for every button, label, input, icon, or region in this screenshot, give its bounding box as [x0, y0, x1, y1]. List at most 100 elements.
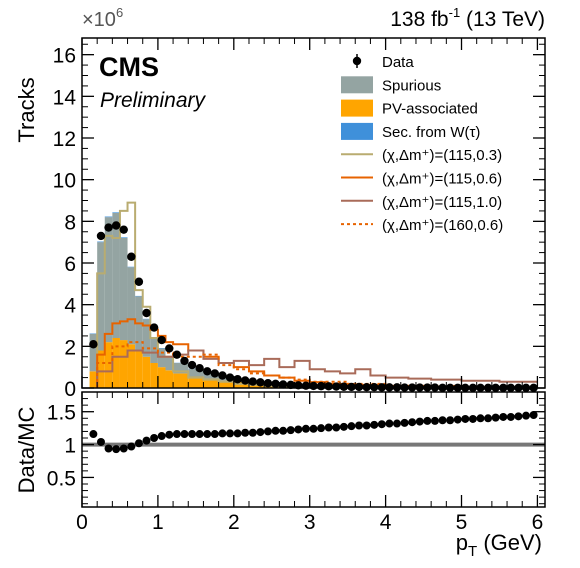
stack-bar-1	[157, 348, 166, 368]
ratio-point	[438, 416, 447, 425]
stack-bar-1	[203, 372, 219, 379]
ratio-point	[89, 430, 98, 439]
ratio-point	[218, 429, 227, 438]
ratio-point	[188, 430, 197, 439]
data-point	[233, 375, 242, 384]
data-point	[89, 340, 98, 349]
data-point	[218, 371, 227, 380]
ratio-point	[195, 430, 204, 439]
ratio-point	[119, 444, 128, 453]
ratio-point	[104, 444, 113, 453]
stack-bar-1	[104, 217, 113, 343]
ratio-point	[355, 421, 364, 430]
stack-bar-1	[127, 267, 136, 345]
data-point	[157, 335, 166, 345]
ratio-point	[180, 430, 189, 439]
ratio-point	[362, 421, 371, 430]
x-tick-label: 0	[76, 511, 88, 534]
ratio-point	[430, 416, 439, 425]
data-point	[104, 223, 113, 232]
ratio-point	[112, 445, 121, 454]
ratio-point	[370, 420, 379, 429]
data-point	[187, 360, 197, 370]
stack-bar-0	[173, 373, 189, 388]
status-label: Preliminary	[100, 89, 207, 112]
legend-swatch-1	[341, 76, 373, 94]
ratio-point	[324, 423, 333, 432]
data-point	[240, 376, 250, 385]
ratio-point	[491, 413, 500, 422]
signal-line-3	[96, 341, 538, 388]
x-tick-label: 5	[456, 511, 468, 534]
stack-bar-2	[119, 237, 128, 238]
data-point	[354, 382, 364, 392]
stack-bar-0	[150, 363, 158, 388]
ratio-point	[134, 439, 143, 448]
ratio-point	[514, 412, 523, 421]
ratio-point	[210, 430, 219, 439]
ratio-frame	[81, 391, 546, 508]
stack-bar-0	[89, 371, 98, 388]
ratio-point	[484, 414, 493, 423]
stack-bar-1	[89, 333, 98, 372]
ratio-point	[172, 430, 181, 439]
y-tick-label: 0	[64, 378, 76, 401]
ratio-point	[271, 426, 280, 435]
stack-bar-0	[97, 350, 105, 388]
ratio-point	[377, 420, 386, 429]
ratio-point	[529, 411, 538, 419]
ratio-point	[415, 417, 424, 426]
data-point	[165, 344, 174, 353]
ratio-point	[263, 427, 272, 436]
data-point	[225, 373, 235, 382]
stack-bar-0	[203, 378, 219, 388]
y-tick-label: 6	[64, 253, 76, 276]
x-tick-label: 3	[304, 511, 316, 534]
ratio-point	[248, 428, 257, 437]
y-axis-label-ratio: Data/MC	[14, 406, 39, 493]
ratio-point	[286, 426, 295, 435]
data-point	[180, 356, 189, 366]
data-point	[134, 277, 144, 286]
main-frame	[81, 37, 546, 389]
y-tick-label: 14	[53, 86, 77, 109]
data-point	[111, 221, 121, 230]
stack-bar-1	[142, 319, 151, 357]
x-tick-label: 1	[152, 511, 164, 534]
ratio-point	[165, 430, 174, 439]
ratio-point	[294, 425, 303, 434]
legend-swatch-3	[341, 122, 373, 140]
ratio-point	[157, 432, 166, 441]
stack-bar-1	[188, 368, 204, 377]
data-point	[119, 225, 128, 234]
stack-bar-0	[127, 344, 136, 388]
ratio-point	[499, 412, 508, 421]
ratio-point	[385, 419, 394, 428]
x-tick-label: 6	[532, 511, 544, 534]
ratio-point	[332, 423, 341, 432]
legend-label-3: Sec. from W(τ)	[382, 124, 480, 141]
data-point	[256, 378, 265, 387]
ratio-point	[347, 422, 356, 431]
data-point	[210, 369, 220, 378]
data-point	[309, 381, 318, 391]
y-axis-label-main: Tracks	[14, 77, 39, 142]
stack-bar-2	[112, 212, 120, 213]
stack-bar-1	[119, 238, 128, 341]
y-multiplier: ×106	[82, 5, 123, 31]
stack-bar-1	[165, 356, 174, 371]
ratio-point	[339, 422, 348, 431]
ratio-point	[127, 442, 136, 451]
data-point	[149, 323, 159, 332]
legend-label-6: (χ,Δm⁺)=(115,1.0)	[382, 194, 502, 211]
data-point	[96, 231, 106, 241]
legend-label-1: Spurious	[382, 77, 441, 94]
stack-bar-2	[97, 241, 105, 243]
data-point	[316, 381, 326, 391]
luminosity-label: 138 fb-1 (13 TeV)	[390, 5, 545, 31]
ratio-panel: 0.5 1 1.5 0 1 2 3 4 5 6	[47, 391, 546, 534]
ratio-y-tick-label: 1	[64, 435, 76, 458]
ratio-point	[203, 430, 212, 439]
ratio-point	[96, 437, 105, 446]
x-axis-label: pT (GeV)	[456, 530, 542, 560]
